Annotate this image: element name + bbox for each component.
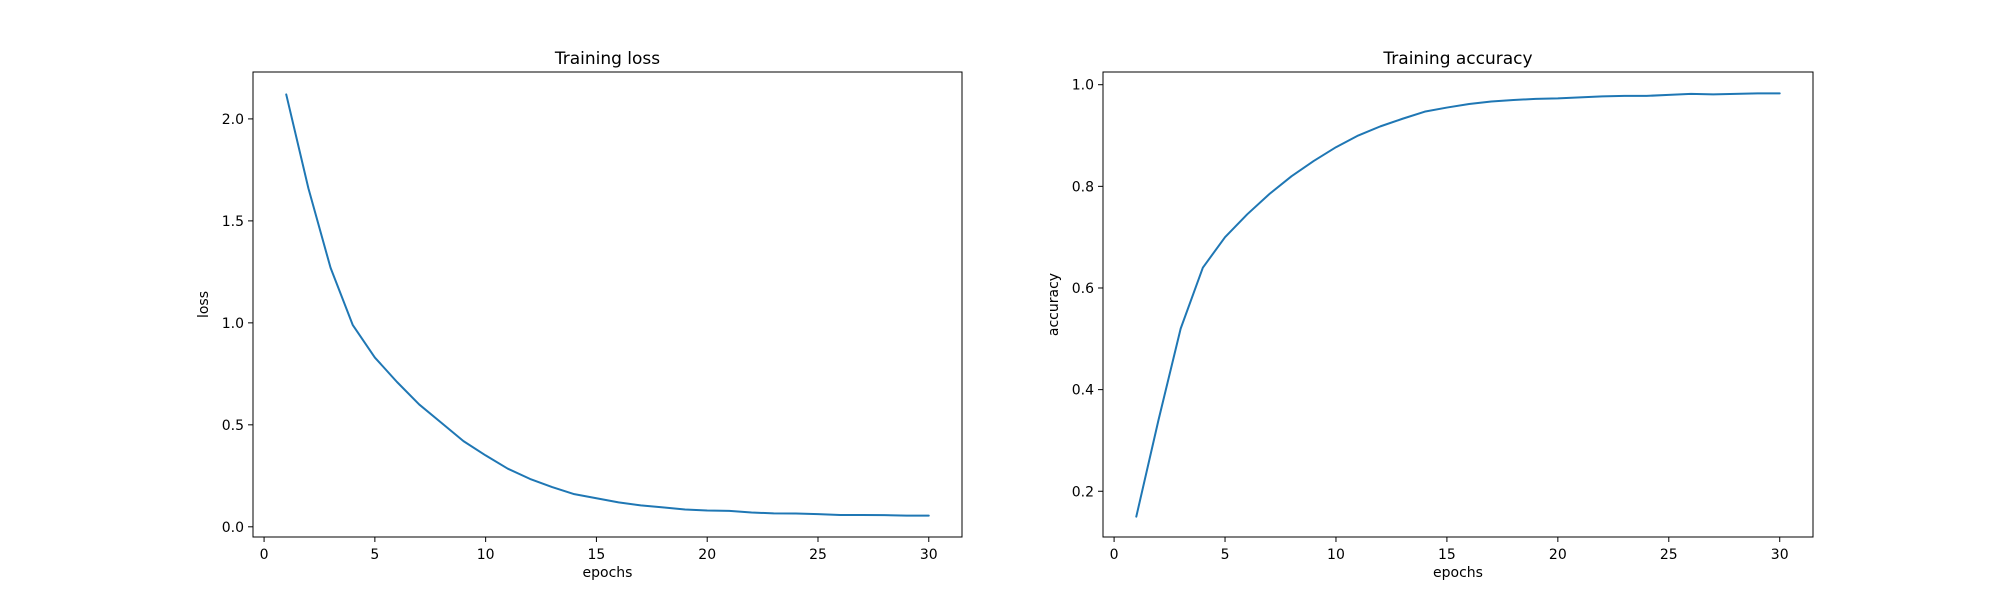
accuracy-y-tick-label: 0.8 xyxy=(1072,179,1094,195)
accuracy-x-tick-label: 20 xyxy=(1549,547,1567,563)
accuracy-x-tick-label: 25 xyxy=(1660,547,1678,563)
loss-x-tick-label: 5 xyxy=(370,547,379,563)
loss-chart: 0 5 10 15 20 25 30 0.0 0.5 1.0 1.5 2.0 Training loss… xyxy=(196,49,963,581)
accuracy-x-tick-label: 5 xyxy=(1221,547,1230,563)
loss-x-axis-label: epochs xyxy=(583,565,633,581)
loss-series-line xyxy=(285,93,930,517)
loss-y-tick-label: 0.0 xyxy=(222,520,244,536)
accuracy-series-line xyxy=(1135,92,1781,518)
loss-x-tick-label: 15 xyxy=(588,547,606,563)
loss-chart-title: Training loss xyxy=(554,49,660,69)
loss-y-tick-label: 1.5 xyxy=(222,214,244,230)
loss-y-axis-label: loss xyxy=(196,291,212,318)
accuracy-x-tick-label: 15 xyxy=(1438,547,1456,563)
accuracy-chart: 0 5 10 15 20 25 30 0.2 0.4 0.6 0.8 1.0 Training accu… xyxy=(1046,49,1814,581)
accuracy-y-tick-label: 0.2 xyxy=(1072,484,1094,500)
loss-x-tick-label: 10 xyxy=(477,547,495,563)
loss-x-tick-label: 30 xyxy=(920,547,938,563)
loss-x-tick-label: 20 xyxy=(698,547,716,563)
accuracy-x-tick-label: 0 xyxy=(1110,547,1119,563)
loss-y-tick-label: 0.5 xyxy=(222,418,244,434)
loss-plot-frame xyxy=(252,71,963,538)
loss-y-tick-label: 2.0 xyxy=(222,112,244,128)
accuracy-y-tick-label: 0.6 xyxy=(1072,281,1094,297)
accuracy-y-tick-label: 1.0 xyxy=(1072,78,1094,94)
loss-x-tick-label: 25 xyxy=(809,547,827,563)
accuracy-plot-frame xyxy=(1102,71,1814,538)
accuracy-y-tick-label: 0.4 xyxy=(1072,383,1094,399)
accuracy-x-tick-label: 30 xyxy=(1771,547,1789,563)
loss-x-tick-label: 0 xyxy=(260,547,269,563)
accuracy-x-axis-label: epochs xyxy=(1433,565,1483,581)
accuracy-y-axis-label: accuracy xyxy=(1046,273,1062,336)
loss-y-tick-label: 1.0 xyxy=(222,316,244,332)
accuracy-chart-title: Training accuracy xyxy=(1382,49,1532,69)
accuracy-x-tick-label: 10 xyxy=(1327,547,1345,563)
